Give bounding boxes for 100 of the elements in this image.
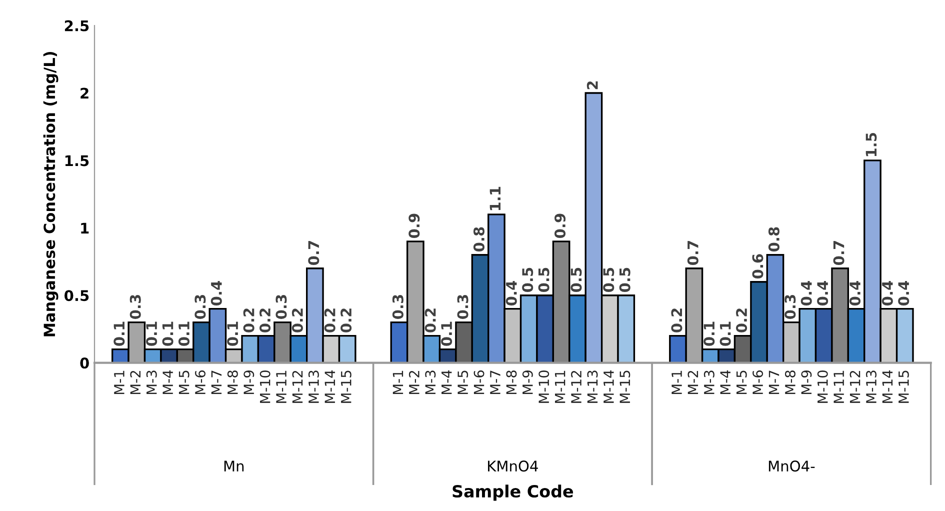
data-label: 0.2	[671, 308, 682, 332]
text: M-6	[752, 370, 764, 394]
data-label: 0.4	[898, 280, 910, 306]
data-label: 0.5	[538, 268, 550, 292]
text: M-8	[506, 370, 517, 394]
data-label: 0.1	[114, 322, 125, 346]
text: M-4	[162, 370, 173, 394]
data-label: 0.1	[704, 322, 715, 346]
text: M-14	[324, 370, 335, 403]
data-label: 0.8	[473, 227, 484, 252]
text: M-12	[571, 370, 582, 403]
text: M-8	[227, 370, 238, 394]
text: M-11	[276, 370, 286, 403]
data-label: 0.5	[570, 268, 582, 292]
data-label: 0.3	[130, 294, 141, 319]
y-tick-label: 2.5	[64, 20, 89, 32]
text: M-9	[522, 370, 533, 394]
data-label: 0.4	[817, 280, 828, 306]
x-tick-label: Mn	[224, 460, 244, 472]
data-label: 0.1	[720, 322, 731, 346]
y-tick-label: 1	[81, 222, 89, 234]
text: M-6	[194, 370, 206, 394]
data-label: 0.1	[162, 322, 174, 346]
text: M-1	[672, 370, 682, 394]
y-tick-label: 1.5	[65, 155, 89, 166]
text: M-4	[720, 370, 730, 394]
data-label: 0.2	[324, 308, 336, 332]
data-label: 0.1	[441, 322, 452, 346]
data-label: 0.7	[308, 241, 320, 265]
text: M-5	[458, 370, 468, 394]
text: M-3	[704, 370, 714, 394]
text: M-15	[898, 370, 909, 403]
data-label: 0.2	[424, 308, 436, 332]
text: M-1	[392, 370, 404, 394]
text: M-9	[801, 370, 812, 394]
data-label: 0.2	[243, 308, 254, 332]
data-label: 0.4	[849, 280, 860, 306]
text: M-3	[146, 370, 157, 394]
text: M-14	[604, 370, 614, 403]
data-label: 0.3	[784, 294, 796, 319]
text: M-7	[490, 370, 500, 394]
text: M-2	[408, 370, 420, 394]
text: M-10	[538, 370, 550, 403]
data-label: 2	[586, 81, 598, 90]
data-label: 0.7	[833, 241, 844, 265]
data-label: 0.5	[522, 268, 534, 292]
x-axis-title: Sample Code	[452, 484, 573, 501]
y-tick-label: 0.5	[64, 290, 89, 302]
text: M-2	[130, 370, 140, 394]
text: M-10	[260, 370, 270, 403]
y-axis-title: Manganese Concentration (mg/L)	[43, 52, 58, 336]
text: M-7	[211, 370, 222, 394]
x-tick-label: KMnO4	[488, 460, 538, 472]
text: M-1	[114, 370, 124, 394]
data-label: 0.1	[178, 322, 190, 346]
text: M-12	[292, 370, 303, 403]
data-label: 0.3	[457, 294, 468, 319]
data-label: 0.5	[603, 268, 614, 292]
data-label: 0.9	[554, 214, 566, 238]
data-label: 0.3	[392, 294, 404, 319]
text: M-14	[882, 370, 893, 403]
data-label: 0.7	[687, 241, 698, 265]
data-label: 1.1	[490, 186, 500, 210]
text: M-12	[850, 370, 860, 403]
x-tick-label: MnO4-	[768, 460, 815, 472]
data-label: 0.4	[210, 280, 222, 306]
data-label: 0.3	[276, 294, 287, 319]
text: M-9	[244, 370, 254, 394]
text: M-15	[620, 370, 630, 403]
text: M-13	[587, 370, 598, 403]
text: M-11	[834, 370, 844, 403]
data-label: 0.8	[768, 227, 780, 252]
data-label: 1.5	[866, 132, 877, 156]
data-label: 0.4	[800, 280, 812, 306]
data-label: 0.2	[260, 308, 271, 332]
text: M-5	[178, 370, 190, 394]
text: M-6	[474, 370, 484, 394]
text: M-11	[554, 370, 566, 403]
data-label: 0.9	[408, 214, 420, 238]
data-label: 0.1	[146, 322, 158, 346]
data-label: 0.1	[227, 322, 238, 346]
data-label: 0.2	[340, 308, 352, 332]
y-tick-label: 0	[80, 358, 89, 369]
text: M-7	[768, 370, 780, 394]
data-label: 0.4	[506, 280, 517, 306]
text: M-8	[784, 370, 796, 394]
text: M-13	[308, 370, 319, 403]
text: M-5	[736, 370, 747, 394]
text: M-13	[866, 370, 877, 403]
data-label: 0.2	[736, 308, 748, 332]
y-tick-label: 2	[80, 88, 88, 99]
text: M-15	[341, 370, 352, 403]
text: M-10	[817, 370, 828, 403]
data-label: 0.4	[882, 280, 893, 306]
data-label: 0.6	[752, 254, 764, 278]
data-label: 0.2	[292, 308, 303, 332]
text: M-4	[442, 370, 452, 394]
text: M-3	[425, 370, 436, 394]
data-label: 0.3	[194, 294, 206, 319]
text: M-2	[688, 370, 698, 394]
